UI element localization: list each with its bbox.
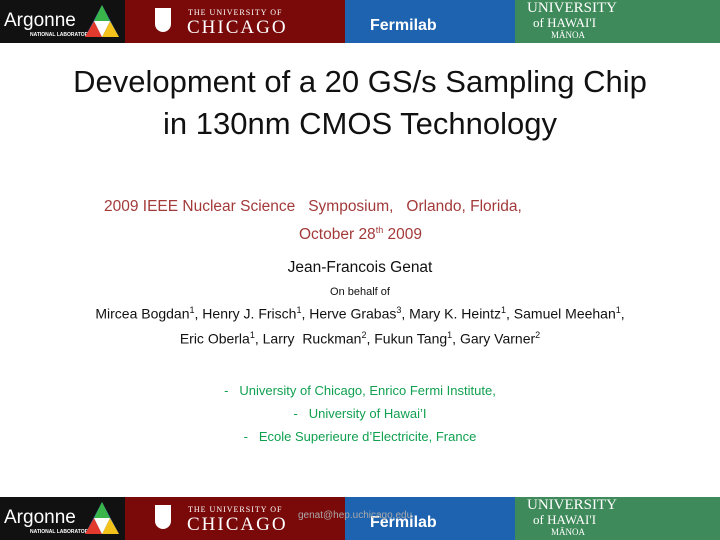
- author-name: ,: [620, 305, 625, 322]
- logo-text: Argonne: [4, 10, 76, 31]
- affiliation-index: 1: [189, 305, 195, 315]
- author-name: , Gary Varner: [452, 330, 536, 347]
- logo-text: Fermilab: [370, 17, 437, 34]
- affiliation-index: 1: [296, 305, 302, 315]
- affiliation: - University of Hawai’I: [293, 406, 427, 421]
- affiliation: - University of Chicago, Enrico Fermi In…: [224, 383, 496, 398]
- footer-banner: Argonne NATIONAL LABORATORY THE UNIVERSITY…: [0, 497, 720, 540]
- text: October 28: [299, 226, 376, 244]
- logo-text: THE UNIVERSITY OF: [188, 505, 283, 514]
- text: 2009: [383, 226, 423, 244]
- affiliation: - Ecole Superieure d’Electricite, France: [243, 429, 477, 444]
- logo-text: Fermilab: [370, 514, 437, 531]
- author-name: Mircea Bogdan: [95, 305, 190, 322]
- author-name: , Henry J. Frisch: [194, 305, 297, 322]
- logo-text: CHICAGO: [187, 17, 288, 38]
- logo-text: THE UNIVERSITY OF: [188, 8, 283, 17]
- fermilab-logo: Fermilab: [345, 497, 515, 540]
- footer-email: genat@hep.uchicago.edu: [298, 510, 413, 521]
- hawaii-logo: UNIVERSITY of HAWAI'I MĀNOA: [515, 497, 720, 540]
- author-line: Eric Oberla1, Larry Ruckman2, Fukun Tang…: [0, 330, 720, 347]
- logo-text: CHICAGO: [187, 514, 288, 535]
- affiliation-index: 2: [535, 330, 541, 340]
- affiliation-index: 1: [615, 305, 621, 315]
- conference: 2009 IEEE Nuclear Science Symposium, Orl…: [104, 198, 522, 215]
- title-line: in 130nm CMOS Technology: [162, 106, 558, 141]
- logo-icon: [85, 5, 119, 37]
- affiliation-index: 3: [396, 305, 402, 315]
- logo-icon: [85, 502, 119, 534]
- logo-text: Argonne: [4, 507, 76, 528]
- affiliation-index: 1: [249, 330, 255, 340]
- shield: [155, 505, 171, 529]
- logo-text: of HAWAI'I: [533, 15, 597, 30]
- on-behalf: On behalf of: [330, 286, 390, 298]
- affiliation-index: 1: [501, 305, 507, 315]
- author-name: , Fukun Tang: [366, 330, 448, 347]
- shield: [155, 8, 171, 32]
- hawaii-logo: UNIVERSITY of HAWAI'I MĀNOA: [515, 0, 720, 43]
- logo-subtext: NATIONAL LABORATORY: [30, 529, 92, 535]
- affiliation-index: 1: [447, 330, 453, 340]
- logo-text: MĀNOA: [551, 527, 586, 537]
- author-name: , Samuel Meehan: [506, 305, 616, 322]
- logo-text: of HAWAI'I: [533, 512, 597, 527]
- author-line: Mircea Bogdan1, Henry J. Frisch1, Herve …: [0, 305, 720, 322]
- chicago-logo: THE UNIVERSITY OF CHICAGO: [125, 0, 345, 43]
- conference-date: October 28th 2009: [299, 225, 422, 244]
- title-line: Development of a 20 GS/s Sampling Chip: [73, 64, 647, 99]
- chicago-logo: THE UNIVERSITY OF CHICAGO: [125, 497, 345, 540]
- logo-text: UNIVERSITY: [527, 0, 617, 16]
- argonne-logo: Argonne NATIONAL LABORATORY: [0, 497, 125, 540]
- author-name: , Larry Ruckman: [254, 330, 362, 347]
- presenter: Jean-Francois Genat: [287, 259, 433, 276]
- author-name: , Mary K. Heintz: [401, 305, 501, 322]
- argonne-logo: Argonne NATIONAL LABORATORY: [0, 0, 125, 43]
- logo-text: MĀNOA: [551, 30, 586, 40]
- logo-subtext: NATIONAL LABORATORY: [30, 32, 92, 38]
- fermilab-logo: Fermilab: [345, 0, 515, 43]
- logo-text: UNIVERSITY: [527, 497, 617, 513]
- author-name: , Herve Grabas: [301, 305, 397, 322]
- affiliation-index: 2: [361, 330, 367, 340]
- superscript: th: [375, 225, 384, 235]
- header-banner: Argonne NATIONAL LABORATORY THE UNIVERSITY…: [0, 0, 720, 43]
- author-name: Eric Oberla: [179, 330, 250, 347]
